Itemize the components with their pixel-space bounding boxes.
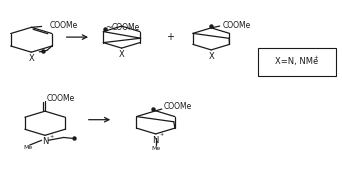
Text: X: X xyxy=(208,52,214,61)
Text: X: X xyxy=(28,54,34,63)
Text: X: X xyxy=(119,50,124,59)
Text: Me: Me xyxy=(151,146,160,151)
Text: +: + xyxy=(166,32,174,42)
Text: Me: Me xyxy=(23,145,32,150)
Text: N: N xyxy=(42,137,48,146)
Text: X=N, NMe: X=N, NMe xyxy=(275,57,319,66)
Text: ~: ~ xyxy=(105,23,112,32)
Text: +: + xyxy=(160,132,164,137)
Text: COOMe: COOMe xyxy=(111,23,140,32)
FancyBboxPatch shape xyxy=(258,48,336,76)
Text: N: N xyxy=(153,136,159,145)
Text: +: + xyxy=(49,134,53,139)
Text: COOMe: COOMe xyxy=(50,21,78,30)
Text: +: + xyxy=(313,55,318,60)
Text: COOMe: COOMe xyxy=(46,94,75,103)
Text: COOMe: COOMe xyxy=(164,102,192,111)
Text: COOMe: COOMe xyxy=(223,21,251,30)
